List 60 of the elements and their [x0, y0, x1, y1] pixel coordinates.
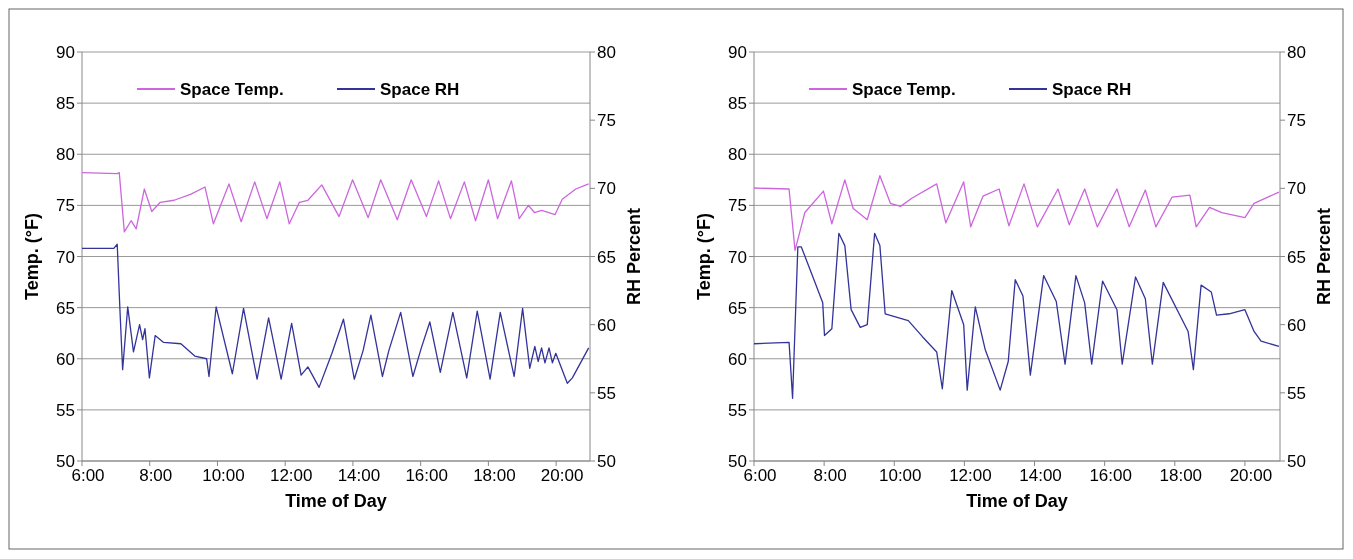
y2-tick-label: 80: [597, 43, 616, 62]
y-axis-title: Temp. (°F): [22, 213, 42, 300]
y2-tick-label: 60: [597, 315, 616, 335]
x-tick-label: 12:00: [269, 466, 313, 485]
x-tick-label: 16:00: [405, 466, 448, 485]
legend-label: Space RH: [380, 80, 460, 99]
y-tick-label: 90: [728, 43, 747, 62]
y-tick-label: 70: [56, 247, 75, 267]
y2-tick-label: 80: [1287, 43, 1306, 62]
x-tick-label: 18:00: [1159, 466, 1203, 485]
x-tick-label: 8:00: [813, 466, 847, 485]
x-tick-label: 6:00: [743, 466, 777, 485]
y2-tick-label: 50: [597, 452, 616, 471]
y-tick-label: 85: [728, 94, 747, 114]
y2-tick-label: 65: [597, 247, 616, 267]
x-axis-title: Time of Day: [966, 491, 1068, 511]
y2-tick-label: 70: [597, 179, 616, 199]
x-tick-label: 18:00: [473, 466, 516, 485]
y-tick-label: 80: [56, 145, 75, 165]
x-tick-label: 20:00: [540, 466, 584, 485]
x-tick-label: 12:00: [949, 466, 992, 485]
y2-tick-label: 65: [1287, 247, 1306, 267]
line-series: [81, 243, 590, 389]
y-tick-label: 65: [728, 298, 747, 318]
y-tick-label: 80: [728, 145, 747, 165]
x-tick-label: 14:00: [337, 466, 381, 485]
x-tick-label: 6:00: [71, 466, 105, 485]
line-series: [753, 175, 1280, 252]
legend-label: Space RH: [1052, 80, 1132, 99]
x-tick-label: 14:00: [1019, 466, 1062, 485]
y-tick-label: 70: [728, 247, 747, 267]
x-tick-label: 8:00: [139, 466, 173, 485]
x-tick-label: 16:00: [1089, 466, 1132, 485]
y-tick-label: 90: [56, 43, 75, 62]
x-axis-title: Time of Day: [285, 491, 387, 511]
line-series: [753, 232, 1280, 399]
legend-label: Space Temp.: [852, 80, 956, 99]
y-tick-label: 75: [56, 196, 75, 216]
y-tick-label: 60: [56, 349, 75, 369]
y-tick-label: 55: [56, 400, 75, 420]
x-tick-label: 10:00: [202, 466, 245, 485]
x-tick-label: 10:00: [878, 466, 922, 485]
x-tick-label: 20:00: [1229, 466, 1273, 485]
y-tick-label: 75: [728, 196, 747, 216]
y2-tick-label: 60: [1287, 315, 1306, 335]
y2-tick-label: 55: [597, 383, 616, 403]
y2-tick-label: 75: [597, 111, 616, 131]
y2-tick-label: 55: [1287, 383, 1306, 403]
y2-tick-label: 50: [1287, 452, 1306, 471]
y2-tick-label: 75: [1287, 111, 1306, 131]
y-tick-label: 60: [728, 349, 747, 369]
y2-axis-title: RH Percent: [1314, 207, 1334, 306]
y2-axis-title: RH Percent: [624, 207, 644, 306]
y-tick-label: 65: [56, 298, 75, 318]
y-tick-label: 85: [56, 94, 75, 114]
y-axis-title: Temp. (°F): [694, 213, 714, 300]
legend-label: Space Temp.: [180, 80, 284, 99]
y2-tick-label: 70: [1287, 179, 1306, 199]
line-series: [81, 172, 590, 233]
y-tick-label: 55: [728, 400, 747, 420]
